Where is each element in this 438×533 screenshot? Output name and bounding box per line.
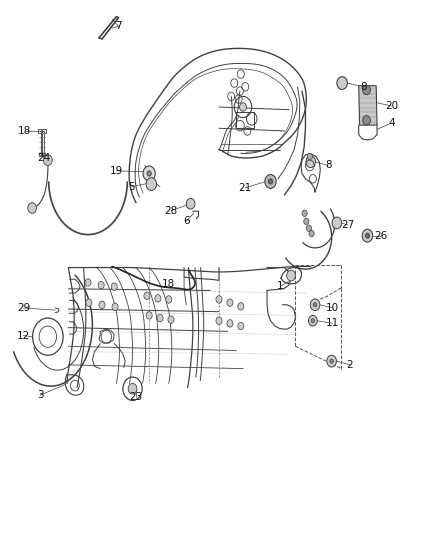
Text: 28: 28 <box>164 206 177 216</box>
Circle shape <box>363 116 371 125</box>
Circle shape <box>327 356 336 367</box>
Circle shape <box>332 217 342 229</box>
Text: 1: 1 <box>277 281 283 291</box>
Text: 2: 2 <box>346 360 353 370</box>
Circle shape <box>99 301 105 309</box>
Text: 7: 7 <box>115 21 122 31</box>
Circle shape <box>166 296 172 303</box>
Circle shape <box>362 229 373 242</box>
Circle shape <box>28 203 36 213</box>
Circle shape <box>313 303 317 307</box>
Circle shape <box>112 303 118 311</box>
Text: 8: 8 <box>325 160 332 171</box>
Circle shape <box>311 319 314 323</box>
Polygon shape <box>359 86 377 125</box>
Circle shape <box>128 383 137 394</box>
Text: 4: 4 <box>388 118 395 128</box>
Text: 29: 29 <box>17 303 30 313</box>
Circle shape <box>365 233 370 238</box>
Text: 20: 20 <box>385 101 398 111</box>
Circle shape <box>146 312 152 319</box>
Circle shape <box>155 295 161 302</box>
Circle shape <box>216 317 222 325</box>
Circle shape <box>304 218 309 224</box>
Circle shape <box>143 166 155 181</box>
Circle shape <box>216 296 222 303</box>
Circle shape <box>287 270 295 281</box>
Circle shape <box>144 292 150 300</box>
Circle shape <box>111 283 117 290</box>
Text: 8: 8 <box>360 82 367 92</box>
Circle shape <box>157 314 163 322</box>
Circle shape <box>306 156 315 167</box>
Circle shape <box>238 303 244 310</box>
Circle shape <box>43 155 52 165</box>
Circle shape <box>265 174 276 188</box>
Text: 23: 23 <box>129 392 143 402</box>
Circle shape <box>146 177 156 190</box>
Circle shape <box>85 279 91 286</box>
Circle shape <box>86 299 92 306</box>
Text: 12: 12 <box>17 330 30 341</box>
Text: 18: 18 <box>162 279 175 288</box>
Text: 21: 21 <box>239 183 252 193</box>
Circle shape <box>240 103 247 111</box>
Text: 27: 27 <box>341 220 354 230</box>
Circle shape <box>168 316 174 324</box>
Circle shape <box>330 359 333 364</box>
Circle shape <box>147 171 151 176</box>
Circle shape <box>238 322 244 330</box>
Circle shape <box>307 154 312 160</box>
Text: 11: 11 <box>326 318 339 328</box>
Circle shape <box>337 77 347 90</box>
Circle shape <box>310 299 320 311</box>
Text: 26: 26 <box>374 231 387 241</box>
Circle shape <box>309 230 314 237</box>
Text: 19: 19 <box>110 166 123 176</box>
Text: 10: 10 <box>326 303 339 313</box>
Circle shape <box>306 225 311 231</box>
Text: 18: 18 <box>18 126 32 136</box>
Circle shape <box>98 281 104 289</box>
Circle shape <box>308 316 317 326</box>
Circle shape <box>227 299 233 306</box>
Text: 24: 24 <box>38 152 51 163</box>
Text: 5: 5 <box>128 182 135 192</box>
Circle shape <box>302 210 307 216</box>
Circle shape <box>268 179 273 184</box>
Circle shape <box>363 85 371 95</box>
Text: 3: 3 <box>37 390 43 400</box>
Circle shape <box>186 198 195 209</box>
Text: 6: 6 <box>183 216 190 227</box>
Circle shape <box>227 320 233 327</box>
